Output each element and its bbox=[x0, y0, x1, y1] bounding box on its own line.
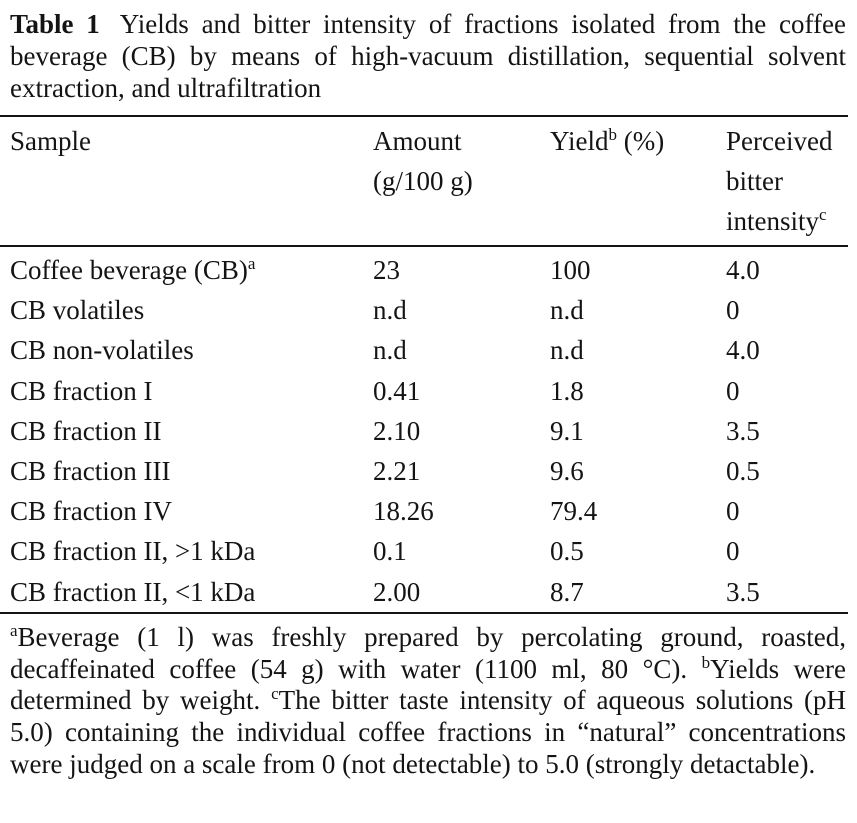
cell-sample: CB fraction II, >1 kDa bbox=[10, 536, 256, 567]
cell-bitter: 0 bbox=[726, 536, 740, 567]
cell-sample: CB fraction II, <1 kDa bbox=[10, 576, 256, 607]
cell-yield: n.d bbox=[550, 335, 584, 366]
header-bitter-footnote-mark: c bbox=[819, 205, 827, 224]
cell-yield: 79.4 bbox=[550, 496, 598, 527]
cell-sample: CB non-volatiles bbox=[10, 335, 194, 366]
cell-bitter: 4.0 bbox=[726, 335, 760, 366]
header-yield-label: Yield bbox=[550, 126, 609, 156]
cell-yield: n.d bbox=[550, 295, 584, 326]
header-sample-label: Sample bbox=[10, 126, 91, 156]
table-row: CB fraction II, <1 kDa 2.00 8.7 3.5 bbox=[0, 572, 848, 612]
cell-bitter: 0 bbox=[726, 295, 740, 326]
header-bitter-line1: Perceived bbox=[726, 126, 833, 156]
cell-amount: n.d bbox=[373, 295, 407, 326]
footnote-b-mark: b bbox=[701, 652, 711, 672]
bottom-rule bbox=[0, 612, 848, 614]
table-row: CB fraction I 0.41 1.8 0 bbox=[0, 371, 848, 411]
cell-bitter: 0.5 bbox=[726, 455, 760, 486]
header-yield-unit: (%) bbox=[623, 126, 665, 156]
header-bitter-line3-text: intensity bbox=[726, 206, 819, 236]
cell-yield: 1.8 bbox=[550, 375, 584, 406]
table-caption: Table 1 Yields and bitter intensity of fr… bbox=[10, 8, 846, 104]
table-row: CB non-volatiles n.d n.d 4.0 bbox=[0, 330, 848, 370]
cell-sample: Coffee beverage (CB)a bbox=[10, 250, 255, 290]
cell-amount: 0.1 bbox=[373, 536, 407, 567]
table-footnotes: aBeverage (1 l) was freshly prepared by … bbox=[10, 622, 846, 781]
table-row: CB fraction II, >1 kDa 0.1 0.5 0 bbox=[0, 531, 848, 571]
cell-amount: n.d bbox=[373, 335, 407, 366]
header-amount-line2: (g/100 g) bbox=[373, 166, 473, 196]
footnote-a-text: Beverage (1 l) was freshly prepared by p… bbox=[10, 622, 846, 684]
top-rule bbox=[0, 115, 848, 117]
cell-yield: 100 bbox=[550, 255, 591, 285]
caption-text: Yields and bitter intensity of fractions… bbox=[10, 9, 846, 103]
cell-bitter: 0 bbox=[726, 496, 740, 527]
cell-amount: 0.41 bbox=[373, 375, 421, 406]
cell-yield: 9.6 bbox=[550, 455, 584, 486]
footnote-a-mark: a bbox=[10, 621, 18, 640]
table-body: Coffee beverage (CB)a 23 100 4.0 CB vola… bbox=[0, 250, 848, 612]
cell-amount: 18.26 bbox=[373, 496, 434, 527]
header-bitter-line2: bitter bbox=[726, 166, 783, 196]
header-yield: Yieldb (%) bbox=[550, 121, 664, 161]
cell-yield: 9.1 bbox=[550, 415, 584, 446]
cell-sample: CB fraction I bbox=[10, 375, 153, 406]
cell-amount: 2.10 bbox=[373, 415, 421, 446]
header-amount-line1: Amount bbox=[373, 126, 462, 156]
cell-sample-text: Coffee beverage (CB) bbox=[10, 255, 248, 285]
table-row: CB fraction II 2.10 9.1 3.5 bbox=[0, 411, 848, 451]
header-yield-footnote-mark: b bbox=[608, 125, 618, 144]
header-amount: Amount (g/100 g) bbox=[373, 121, 473, 201]
cell-bitter: 3.5 bbox=[726, 576, 760, 607]
cell-sample: CB fraction III bbox=[10, 455, 171, 486]
cell-bitter: 4.0 bbox=[726, 255, 760, 285]
table-row: CB fraction III 2.21 9.6 0.5 bbox=[0, 451, 848, 491]
header-bitter-line3: intensityc bbox=[726, 201, 832, 241]
table-row: CB fraction IV 18.26 79.4 0 bbox=[0, 491, 848, 531]
footnote-b-text: Yields were determined by weight. bbox=[10, 653, 846, 716]
cell-sample-footnote-mark: a bbox=[247, 254, 256, 273]
cell-amount: 23 bbox=[373, 255, 400, 285]
cell-bitter: 3.5 bbox=[726, 415, 760, 446]
cell-sample: CB fraction IV bbox=[10, 496, 172, 527]
header-sample: Sample bbox=[10, 121, 91, 161]
header-rule bbox=[0, 245, 848, 247]
cell-yield: 8.7 bbox=[550, 576, 584, 607]
cell-amount: 2.00 bbox=[373, 576, 421, 607]
cell-sample: CB fraction II bbox=[10, 415, 162, 446]
header-bitter: Perceived bitter intensityc bbox=[726, 121, 832, 241]
table-row: Coffee beverage (CB)a 23 100 4.0 bbox=[0, 250, 848, 290]
footnote-c-text: The bitter taste intensity of aqueous so… bbox=[10, 685, 847, 779]
cell-sample: CB volatiles bbox=[10, 295, 145, 326]
cell-yield: 0.5 bbox=[550, 536, 584, 567]
table-label: Table 1 bbox=[10, 9, 100, 39]
cell-amount: 2.21 bbox=[373, 455, 421, 486]
footnote-c-mark: c bbox=[271, 684, 279, 704]
table-row: CB volatiles n.d n.d 0 bbox=[0, 290, 848, 330]
cell-bitter: 0 bbox=[726, 375, 740, 406]
